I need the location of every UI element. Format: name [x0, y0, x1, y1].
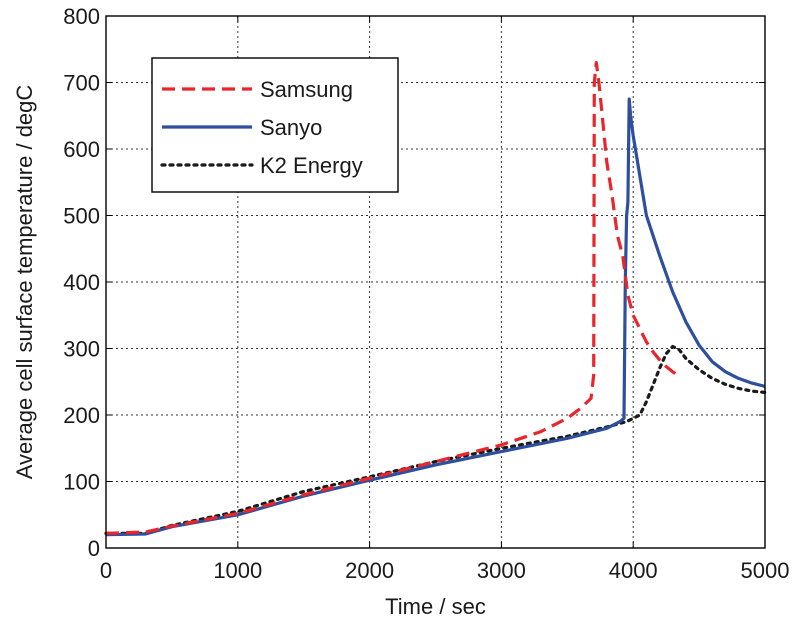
y-tick-label: 600: [63, 137, 100, 162]
y-tick-label: 500: [63, 204, 100, 229]
legend-label: Samsung: [260, 77, 353, 102]
y-tick-label: 200: [63, 403, 100, 428]
x-tick-label: 0: [100, 558, 112, 583]
y-tick-label: 100: [63, 470, 100, 495]
x-tick-label: 5000: [741, 558, 790, 583]
x-tick-label: 2000: [345, 558, 394, 583]
x-tick-labels: 0 1000 2000 3000 4000 5000: [100, 558, 790, 583]
legend: Samsung Sanyo K2 Energy: [151, 57, 399, 193]
grid: [106, 16, 765, 548]
y-tick-label: 300: [63, 337, 100, 362]
y-axis-label: Average cell surface temperature / degC: [12, 85, 37, 480]
series-layer: [104, 61, 767, 537]
series-line-sanyo: [105, 97, 766, 537]
tick-marks: [105, 15, 766, 549]
x-axis-label: Time / sec: [385, 594, 486, 619]
x-tick-label: 1000: [213, 558, 262, 583]
legend-label: Sanyo: [260, 115, 322, 140]
y-tick-label: 400: [63, 270, 100, 295]
y-tick-label: 800: [63, 4, 100, 29]
y-tick-label: 0: [88, 536, 100, 561]
series-line-samsung: [105, 61, 681, 535]
y-tick-labels: 0 100 200 300 400 500 600 700 800: [63, 4, 100, 561]
x-tick-label: 3000: [477, 558, 526, 583]
series-line-k2-energy: [104, 344, 767, 535]
y-tick-label: 700: [63, 71, 100, 96]
x-tick-label: 4000: [609, 558, 658, 583]
legend-label: K2 Energy: [260, 153, 363, 178]
legend-box: [151, 57, 399, 193]
